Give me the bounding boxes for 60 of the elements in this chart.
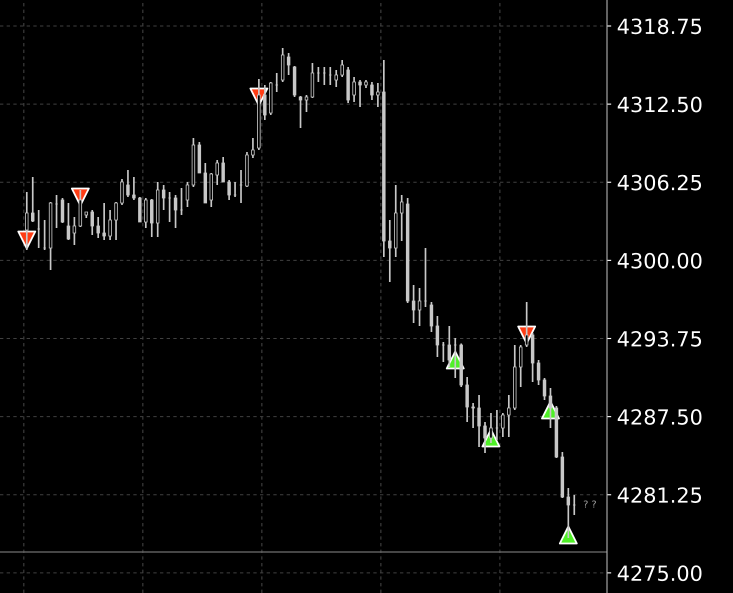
candlestick [524,301,528,348]
annotation: ? ? [584,500,596,508]
candlestick [507,394,511,438]
candlestick [370,81,374,101]
y-tick-label: 4318.75 [618,18,702,34]
candlestick [227,179,231,201]
candlestick [286,52,290,76]
candlestick [221,156,225,183]
candlestick [114,201,118,241]
y-tick-label: 4306.25 [618,174,702,190]
candlestick [90,209,94,236]
candlestick [138,196,142,223]
candlestick [388,219,392,283]
candlestick [352,76,356,103]
candlestick [304,94,308,113]
y-tick-label: 4300.00 [618,252,702,269]
candlestick [418,287,422,327]
candlestick [215,159,219,186]
candlestick [66,202,70,241]
candlestick [358,79,362,108]
candlestick [334,69,338,88]
candlestick [150,198,154,238]
candlestick [298,95,302,129]
candlestick [126,169,130,198]
candlestick [400,194,404,242]
candlestick [132,176,136,201]
y-tick-label: 4312.50 [618,96,702,112]
candlestick [376,82,380,108]
candlestick [448,325,452,368]
candlestick [477,394,481,448]
candlestick [340,59,344,78]
candlestick [162,184,166,211]
candlestick [96,216,100,239]
candlestick [430,301,434,333]
y-tick-label: 4281.25 [618,487,702,503]
candlestick [310,62,314,99]
candlestick [548,387,552,429]
candlestick [412,284,416,324]
candlestick [102,202,106,241]
candlestick [436,315,440,358]
candlestick [501,412,505,438]
candlestick [263,84,267,121]
candlestick [518,344,522,388]
candlestick [471,402,475,429]
y-tick-label: 4275.00 [618,565,702,582]
y-tick-label: 4293.75 [618,330,702,347]
candlestick [144,197,148,229]
y-tick-label: 4287.50 [618,409,702,425]
candlestick [31,176,34,223]
candlestick [489,412,493,444]
candlestick [483,421,487,454]
candlestick [108,209,112,241]
candlestick [186,181,190,208]
candlestick [72,216,76,246]
candlestick [251,137,255,159]
candlestick [25,191,29,251]
candlestick [465,376,469,423]
candlestick [536,359,540,386]
candlestick [174,194,178,229]
candlestick [566,487,570,539]
